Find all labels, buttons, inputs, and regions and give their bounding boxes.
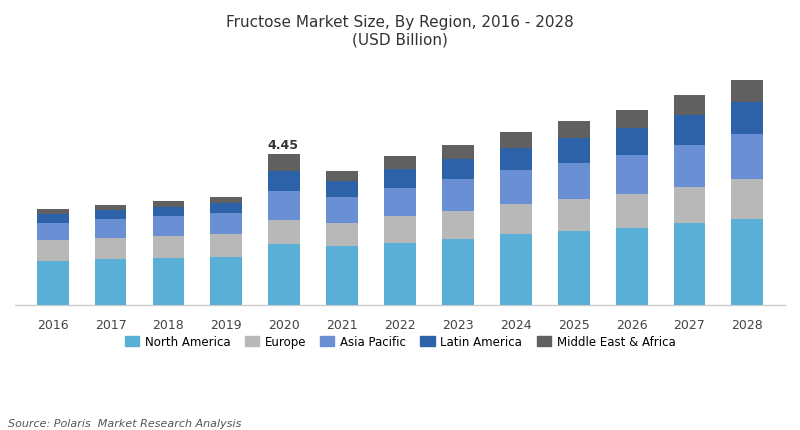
- Bar: [558, 163, 590, 200]
- Bar: [268, 220, 300, 245]
- Bar: [384, 157, 416, 169]
- Bar: [616, 156, 647, 195]
- Bar: [210, 204, 242, 214]
- Text: 4.45: 4.45: [267, 139, 298, 152]
- Bar: [731, 220, 763, 305]
- Bar: [153, 217, 184, 236]
- Bar: [326, 247, 358, 305]
- Bar: [94, 238, 126, 259]
- Bar: [384, 243, 416, 305]
- Bar: [616, 111, 647, 129]
- Bar: [37, 214, 69, 223]
- Bar: [616, 195, 647, 229]
- Bar: [268, 191, 300, 220]
- Bar: [558, 231, 590, 305]
- Bar: [37, 209, 69, 214]
- Bar: [153, 258, 184, 305]
- Bar: [558, 200, 590, 231]
- Bar: [384, 217, 416, 243]
- Bar: [731, 80, 763, 102]
- Bar: [616, 229, 647, 305]
- Bar: [94, 210, 126, 220]
- Bar: [500, 205, 532, 234]
- Bar: [153, 236, 184, 258]
- Bar: [268, 245, 300, 305]
- Bar: [326, 181, 358, 198]
- Bar: [731, 180, 763, 220]
- Bar: [326, 198, 358, 223]
- Bar: [37, 241, 69, 261]
- Bar: [731, 102, 763, 135]
- Bar: [94, 259, 126, 305]
- Bar: [731, 135, 763, 180]
- Bar: [500, 149, 532, 171]
- Bar: [442, 239, 474, 305]
- Bar: [384, 188, 416, 217]
- Bar: [500, 133, 532, 149]
- Bar: [442, 211, 474, 239]
- Bar: [37, 261, 69, 305]
- Bar: [674, 187, 706, 224]
- Bar: [558, 122, 590, 139]
- Bar: [210, 234, 242, 257]
- Bar: [268, 171, 300, 191]
- Bar: [384, 169, 416, 188]
- Bar: [210, 214, 242, 234]
- Text: Source: Polaris  Market Research Analysis: Source: Polaris Market Research Analysis: [8, 418, 242, 428]
- Bar: [94, 220, 126, 238]
- Bar: [500, 234, 532, 305]
- Legend: North America, Europe, Asia Pacific, Latin America, Middle East & Africa: North America, Europe, Asia Pacific, Lat…: [120, 331, 680, 353]
- Title: Fructose Market Size, By Region, 2016 - 2028
(USD Billion): Fructose Market Size, By Region, 2016 - …: [226, 15, 574, 47]
- Bar: [94, 206, 126, 210]
- Bar: [37, 223, 69, 241]
- Bar: [674, 146, 706, 187]
- Bar: [442, 160, 474, 180]
- Bar: [326, 223, 358, 247]
- Bar: [153, 207, 184, 217]
- Bar: [442, 180, 474, 211]
- Bar: [268, 154, 300, 171]
- Bar: [558, 139, 590, 163]
- Bar: [674, 96, 706, 116]
- Bar: [210, 257, 242, 305]
- Bar: [326, 171, 358, 181]
- Bar: [153, 202, 184, 207]
- Bar: [674, 224, 706, 305]
- Bar: [500, 171, 532, 205]
- Bar: [616, 129, 647, 156]
- Bar: [674, 116, 706, 146]
- Bar: [210, 198, 242, 204]
- Bar: [442, 145, 474, 160]
